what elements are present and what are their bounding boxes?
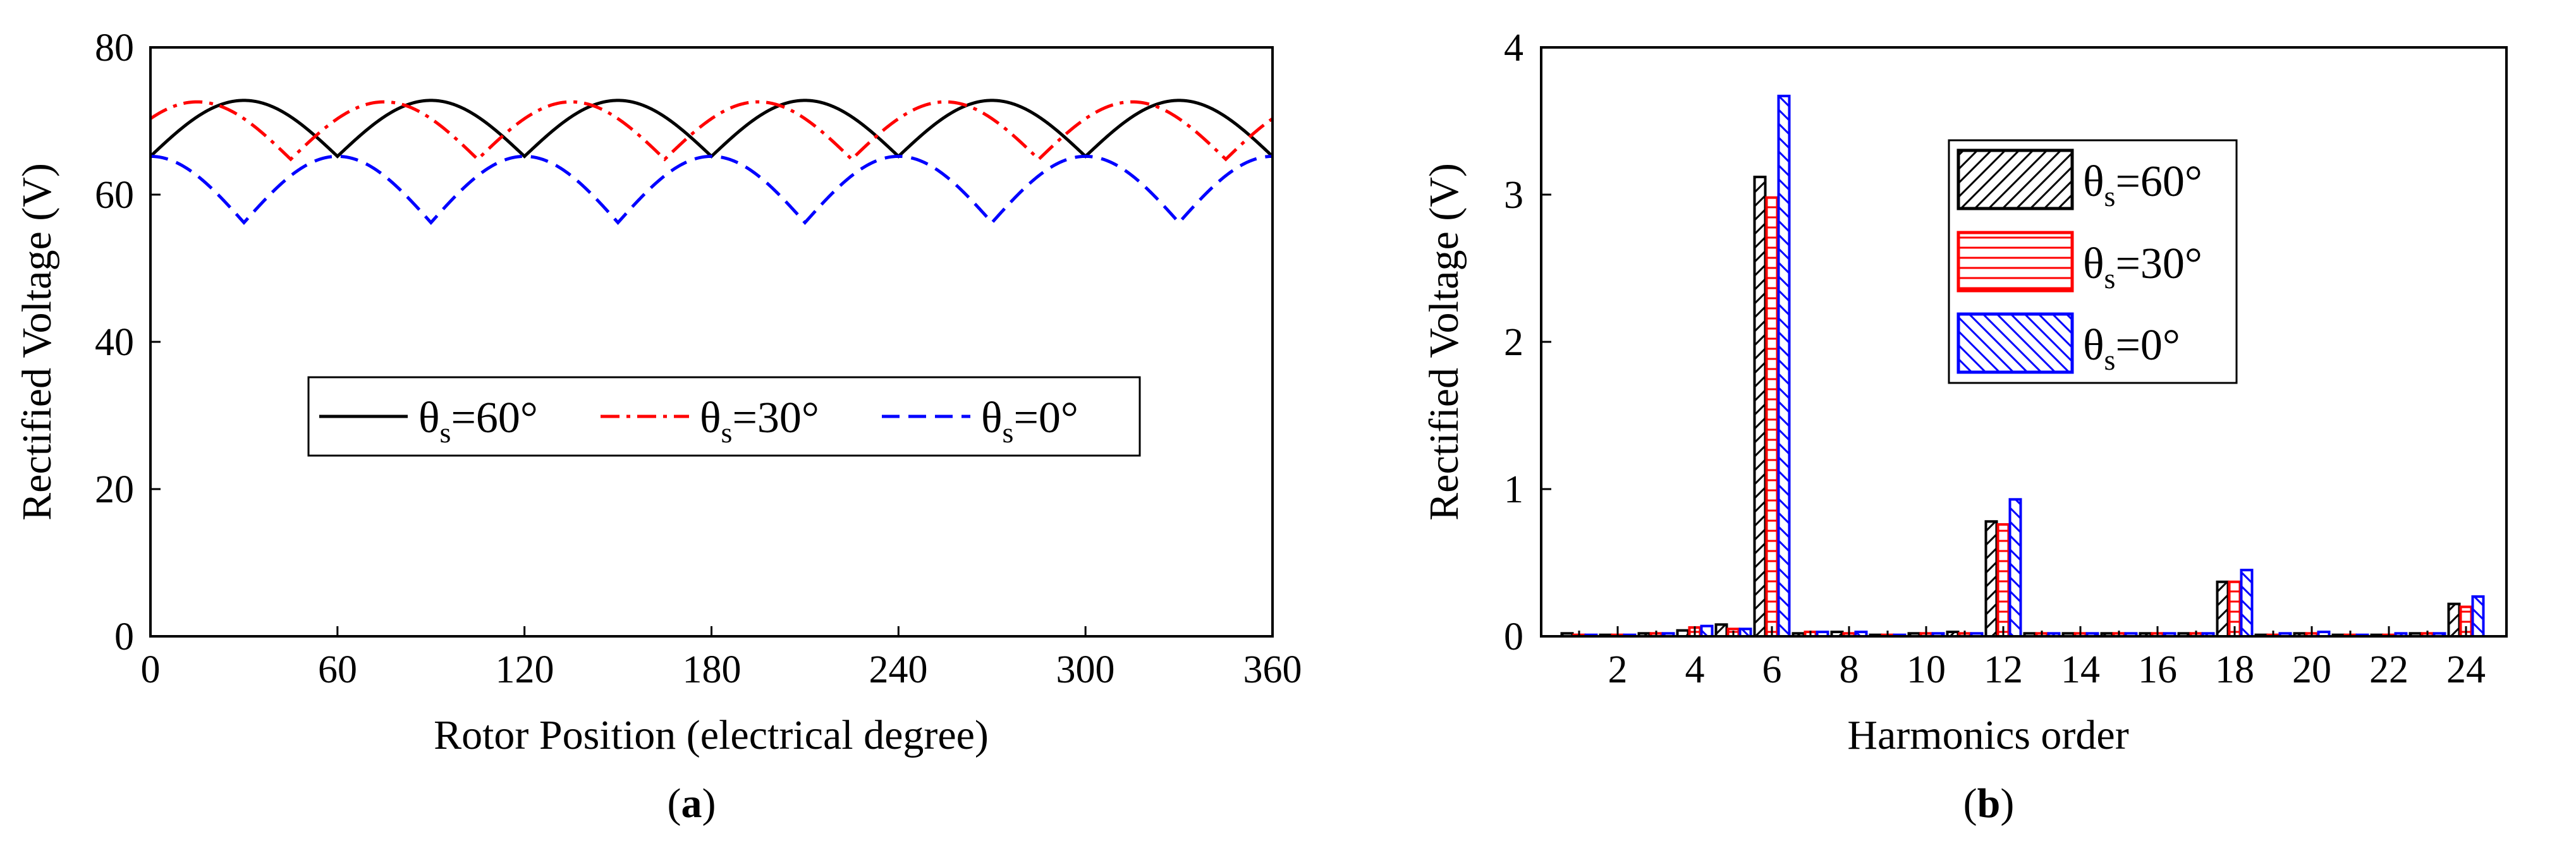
bar-order-5-series-1 xyxy=(1714,623,1728,638)
y-tick-label: 40 xyxy=(95,321,134,364)
line-chart-panel: 0 20 40 60 80 0 60 120 180 240 300 360 R… xyxy=(14,27,1302,827)
x-tick-label: 6 xyxy=(1762,648,1782,691)
y-tick-label: 4 xyxy=(1504,27,1523,70)
y-tick-label: 0 xyxy=(1504,615,1523,658)
x-tick-label: 24 xyxy=(2446,648,2486,691)
legend-swatch xyxy=(1956,148,2074,210)
x-tick-label: 16 xyxy=(2138,648,2177,691)
legend-box xyxy=(307,376,1141,457)
x-axis-title: Rotor Position (electrical degree) xyxy=(434,712,989,758)
x-tick-label: 20 xyxy=(2292,648,2331,691)
bar-order-6-series-2 xyxy=(1765,196,1779,638)
x-tick-label: 22 xyxy=(2369,648,2408,691)
x-tick-label: 360 xyxy=(1243,648,1302,691)
y-tick-labels: 0 1 2 3 4 xyxy=(1504,27,1523,658)
bar-order-12-series-1 xyxy=(1984,520,1998,638)
bar-order-6-series-1 xyxy=(1753,176,1767,638)
bar-order-18-series-3 xyxy=(2240,569,2254,638)
bar-order-4-series-3 xyxy=(1700,624,1714,638)
bar-order-24-series-1 xyxy=(2447,602,2461,638)
bar-chart-panel: 0 1 2 3 4 2 4 6 8 10 12 14 16 18 20 22 2… xyxy=(1421,27,2508,827)
x-axis-title: Harmonics order xyxy=(1847,712,2128,758)
plot-area-frame xyxy=(149,46,1274,638)
x-tick-label: 60 xyxy=(318,648,357,691)
y-tick-label: 3 xyxy=(1504,174,1523,217)
series-line-2 xyxy=(150,100,1273,162)
legend: θs=60° θs=30° θs=0° xyxy=(1948,139,2238,384)
line-series-group xyxy=(150,99,1273,226)
bar-order-12-series-2 xyxy=(1996,523,2010,638)
x-tick-label: 300 xyxy=(1056,648,1115,691)
legend-swatch xyxy=(1956,312,2074,374)
legend-label: θs=60° xyxy=(2083,157,2202,212)
x-tick-label: 180 xyxy=(683,648,742,691)
y-tick-label: 60 xyxy=(95,174,134,217)
y-tick-labels: 0 20 40 60 80 xyxy=(95,27,134,658)
x-tick-label: 12 xyxy=(1984,648,2023,691)
x-tick-label: 4 xyxy=(1685,648,1705,691)
x-tick-labels: 0 60 120 180 240 300 360 xyxy=(141,648,1302,691)
y-tick-label: 0 xyxy=(114,615,134,658)
legend: θs=60° θs=30° θs=0° xyxy=(307,376,1141,457)
bar-order-6-series-3 xyxy=(1777,94,1791,638)
y-axis-title: Rectified Voltage (V) xyxy=(1421,163,1467,521)
y-tick-label: 20 xyxy=(95,468,134,511)
y-tick-label: 1 xyxy=(1504,468,1523,511)
bar-order-18-series-1 xyxy=(2216,580,2230,638)
x-tick-label: 10 xyxy=(1907,648,1946,691)
subfigure-caption: (a) xyxy=(668,780,716,827)
legend-label: θs=0° xyxy=(981,394,1078,449)
subfigure-caption: (b) xyxy=(1963,780,2015,827)
x-tick-labels: 2 4 6 8 10 12 14 16 18 20 22 24 xyxy=(1608,648,2486,691)
x-tick-label: 14 xyxy=(2061,648,2100,691)
x-tick-label: 8 xyxy=(1840,648,1859,691)
legend-swatch xyxy=(1956,231,2074,293)
axis-ticks xyxy=(149,46,1274,638)
y-tick-label: 80 xyxy=(95,27,134,70)
x-tick-label: 0 xyxy=(141,648,161,691)
y-axis-title: Rectified Voltage (V) xyxy=(14,163,60,521)
legend-label: θs=30° xyxy=(700,394,819,449)
x-tick-label: 240 xyxy=(869,648,928,691)
x-tick-label: 18 xyxy=(2215,648,2254,691)
y-tick-label: 2 xyxy=(1504,321,1523,364)
legend-label: θs=60° xyxy=(418,394,538,449)
bar-order-24-series-3 xyxy=(2471,595,2485,638)
bar-order-12-series-3 xyxy=(2008,498,2022,638)
x-tick-label: 2 xyxy=(1608,648,1628,691)
legend-label: θs=30° xyxy=(2083,239,2202,294)
axis-ticks xyxy=(1541,46,2467,638)
legend-label: θs=0° xyxy=(2083,321,2180,376)
series-line-3 xyxy=(150,154,1273,226)
x-tick-label: 120 xyxy=(496,648,554,691)
